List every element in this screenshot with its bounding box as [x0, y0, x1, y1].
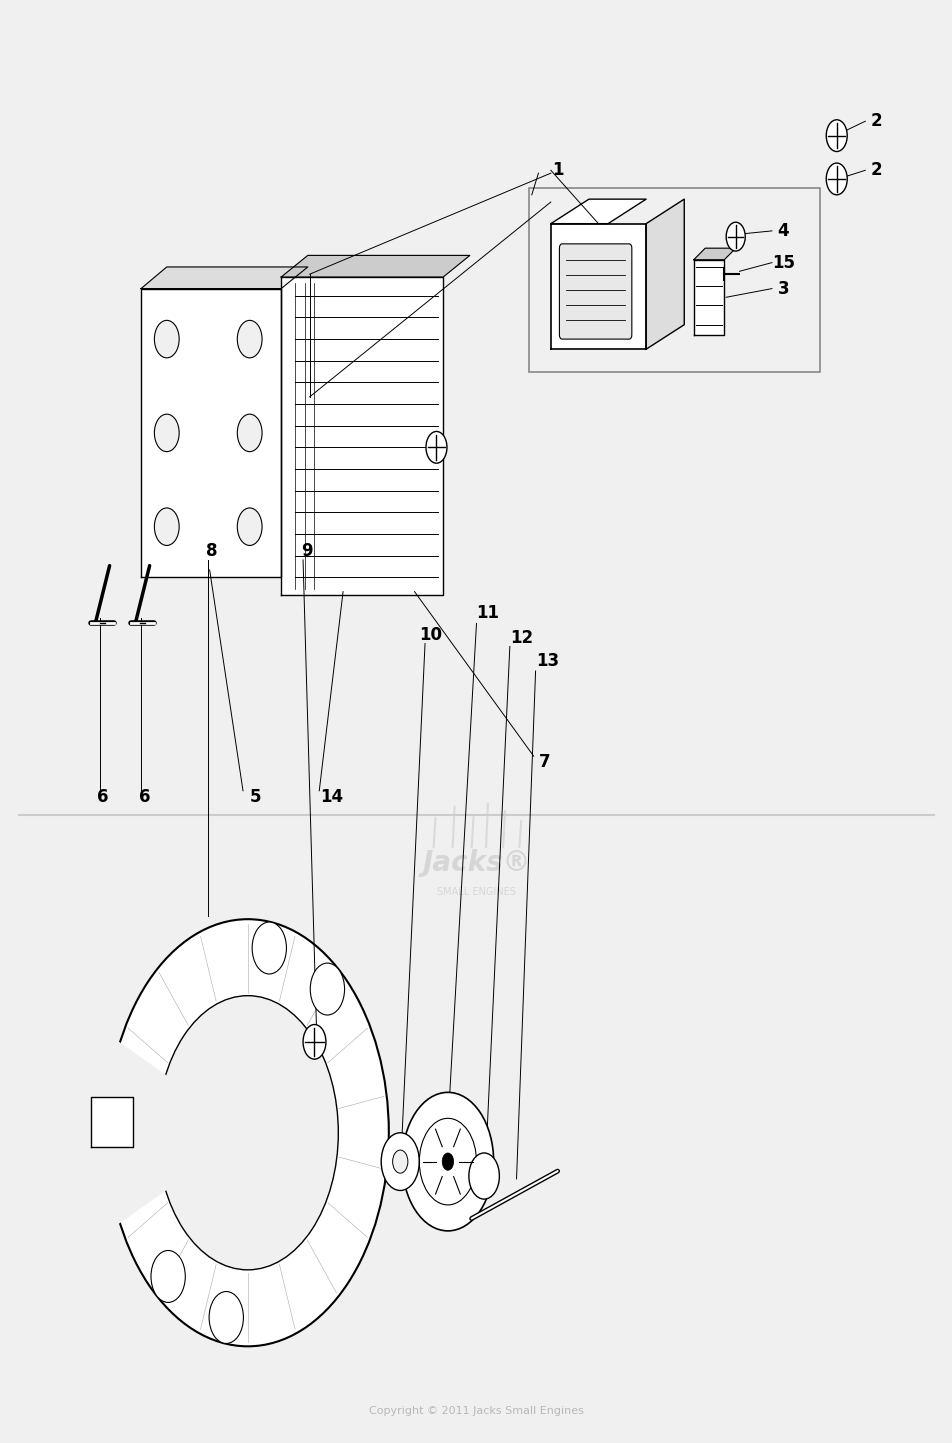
Circle shape — [154, 320, 179, 358]
Circle shape — [208, 1291, 243, 1343]
Text: 1: 1 — [551, 162, 563, 179]
Text: 7: 7 — [539, 753, 550, 771]
Text: 8: 8 — [206, 543, 217, 560]
Text: 14: 14 — [320, 788, 343, 805]
Text: 11: 11 — [476, 605, 499, 622]
Text: 10: 10 — [419, 626, 442, 644]
Polygon shape — [693, 248, 735, 260]
Circle shape — [154, 508, 179, 545]
Circle shape — [392, 1150, 407, 1173]
Circle shape — [442, 1153, 453, 1170]
Polygon shape — [550, 199, 645, 224]
Polygon shape — [693, 260, 724, 335]
Text: 2: 2 — [870, 113, 882, 130]
Text: 6: 6 — [97, 788, 109, 805]
Circle shape — [825, 120, 846, 152]
Circle shape — [310, 962, 345, 1014]
Polygon shape — [645, 199, 684, 349]
Text: 4: 4 — [777, 222, 788, 240]
Text: 2: 2 — [870, 162, 882, 179]
Circle shape — [154, 414, 179, 452]
Text: 3: 3 — [777, 280, 788, 297]
Text: 12: 12 — [510, 629, 533, 646]
Circle shape — [426, 431, 446, 463]
Circle shape — [237, 508, 262, 545]
Text: SMALL ENGINES: SMALL ENGINES — [437, 887, 515, 896]
Text: Jacks®: Jacks® — [422, 848, 530, 877]
Text: 5: 5 — [249, 788, 261, 805]
Wedge shape — [103, 1040, 248, 1225]
Text: 9: 9 — [301, 543, 312, 560]
FancyBboxPatch shape — [559, 244, 631, 339]
Circle shape — [157, 996, 338, 1270]
Circle shape — [252, 922, 287, 974]
Circle shape — [402, 1092, 493, 1231]
Bar — [528, 188, 819, 372]
Polygon shape — [141, 289, 281, 577]
Polygon shape — [90, 1097, 133, 1147]
Circle shape — [150, 1251, 185, 1303]
Polygon shape — [550, 224, 645, 349]
Circle shape — [303, 1025, 326, 1059]
Circle shape — [468, 1153, 499, 1199]
Polygon shape — [281, 277, 443, 595]
Text: 6: 6 — [139, 788, 150, 805]
Circle shape — [381, 1133, 419, 1190]
Text: 15: 15 — [771, 254, 794, 271]
Text: 13: 13 — [536, 652, 559, 670]
Polygon shape — [141, 267, 307, 289]
Circle shape — [825, 163, 846, 195]
Text: Copyright © 2011 Jacks Small Engines: Copyright © 2011 Jacks Small Engines — [368, 1407, 584, 1416]
Circle shape — [725, 222, 744, 251]
Circle shape — [237, 414, 262, 452]
Polygon shape — [281, 255, 469, 277]
Circle shape — [237, 320, 262, 358]
Circle shape — [107, 919, 388, 1346]
